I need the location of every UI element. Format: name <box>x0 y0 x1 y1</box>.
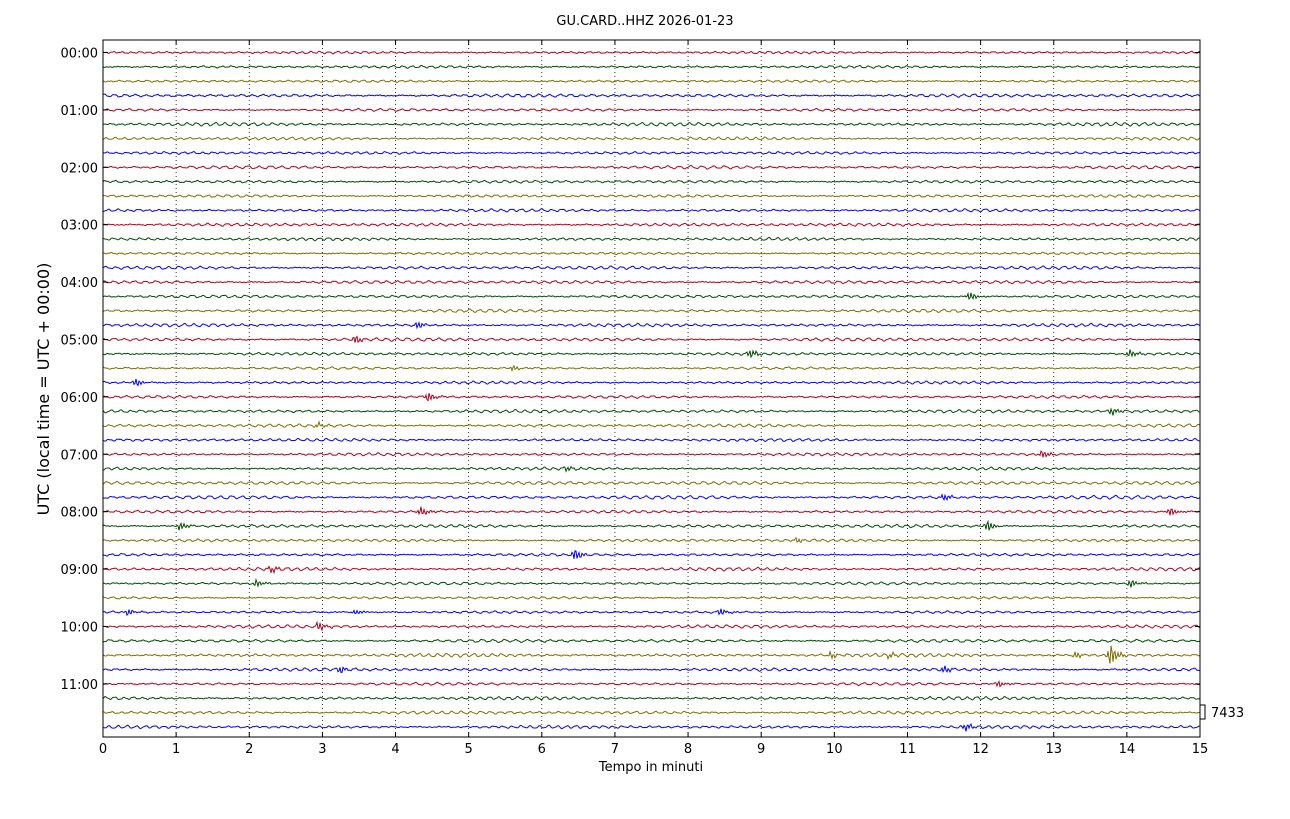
plot-frame <box>102 39 1201 738</box>
grid-lines <box>175 40 1128 737</box>
trace-line-28 <box>102 450 1201 458</box>
trace-line-9 <box>102 179 1201 184</box>
trace-line-18 <box>102 308 1201 314</box>
trace-line-24 <box>102 393 1201 402</box>
y-tick-label-9: 09:00 <box>61 563 98 578</box>
x-tick-label-12: 12 <box>972 742 989 757</box>
y-tick-label-1: 01:00 <box>61 104 98 119</box>
trace-line-15 <box>102 265 1201 271</box>
trace-line-31 <box>102 493 1201 502</box>
y-tick-label-8: 08:00 <box>61 506 98 521</box>
trace-line-47 <box>102 722 1201 732</box>
x-axis: 0 1 2 3 4 5 6 7 8 9 10 11 12 13 14 15 <box>99 40 1208 757</box>
y-tick-label-5: 05:00 <box>61 334 98 349</box>
trace-line-3 <box>102 93 1201 98</box>
trace-line-4 <box>102 107 1201 112</box>
y-axis: 00:00 01:00 02:00 03:00 04:00 05:00 06:00 07:00… <box>61 47 1200 693</box>
x-tick-label-0: 0 <box>99 742 107 757</box>
y-tick-label-7: 07:00 <box>61 448 98 463</box>
scale-bracket <box>1200 704 1206 720</box>
y-axis-label: UTC (local time = UTC + 00:00) <box>34 263 53 516</box>
scale-label: 7433 <box>1211 706 1244 721</box>
y-tick-label-2: 02:00 <box>61 161 98 176</box>
trace-line-40 <box>102 620 1201 632</box>
trace-group <box>102 50 1201 732</box>
x-tick-label-5: 5 <box>465 742 473 757</box>
trace-line-30 <box>102 480 1201 486</box>
trace-line-8 <box>102 164 1201 170</box>
y-tick-label-6: 06:00 <box>61 391 98 406</box>
trace-line-2 <box>102 79 1201 84</box>
trace-line-46 <box>102 710 1201 715</box>
y-tick-label-4: 04:00 <box>61 276 98 291</box>
trace-line-13 <box>102 236 1201 242</box>
y-tick-label-0: 00:00 <box>61 47 98 62</box>
trace-line-39 <box>102 608 1201 617</box>
y-tick-label-10: 10:00 <box>61 621 98 636</box>
x-tick-label-8: 8 <box>684 742 692 757</box>
trace-line-42 <box>102 645 1201 664</box>
trace-line-21 <box>102 349 1201 359</box>
trace-line-0 <box>102 50 1201 55</box>
trace-line-6 <box>102 136 1201 141</box>
x-tick-label-1: 1 <box>172 742 180 757</box>
x-tick-label-4: 4 <box>391 742 399 757</box>
trace-line-44 <box>102 680 1201 688</box>
x-axis-label: Tempo in minuti <box>598 760 703 775</box>
trace-line-26 <box>102 420 1201 429</box>
trace-line-32 <box>102 506 1201 516</box>
x-tick-label-7: 7 <box>611 742 619 757</box>
trace-line-35 <box>102 550 1201 559</box>
x-tick-label-3: 3 <box>318 742 326 757</box>
trace-line-22 <box>102 364 1201 373</box>
trace-line-43 <box>102 665 1201 674</box>
trace-line-36 <box>102 565 1201 575</box>
x-tick-label-13: 13 <box>1045 742 1062 757</box>
trace-line-7 <box>102 150 1201 156</box>
trace-line-16 <box>102 279 1201 285</box>
trace-line-27 <box>102 437 1201 443</box>
x-tick-label-11: 11 <box>899 742 916 757</box>
trace-line-12 <box>102 222 1201 227</box>
trace-line-5 <box>102 121 1201 127</box>
trace-line-17 <box>102 291 1201 300</box>
trace-line-14 <box>102 251 1201 256</box>
y-tick-label-11: 11:00 <box>61 678 98 693</box>
trace-line-34 <box>102 536 1201 544</box>
trace-line-20 <box>102 335 1201 343</box>
trace-line-29 <box>102 465 1201 473</box>
trace-line-25 <box>102 407 1201 416</box>
x-tick-label-14: 14 <box>1119 742 1136 757</box>
x-tick-label-6: 6 <box>538 742 546 757</box>
y-tick-label-3: 03:00 <box>61 219 98 234</box>
scale-indicator: 7433 <box>1200 704 1244 721</box>
trace-line-11 <box>102 208 1201 213</box>
x-tick-label-10: 10 <box>826 742 843 757</box>
trace-line-33 <box>102 519 1201 531</box>
trace-line-41 <box>102 638 1201 644</box>
trace-line-1 <box>102 64 1201 69</box>
trace-line-37 <box>102 577 1201 588</box>
trace-line-10 <box>102 194 1201 198</box>
x-tick-label-9: 9 <box>757 742 765 757</box>
trace-line-19 <box>102 320 1201 330</box>
x-tick-label-2: 2 <box>245 742 253 757</box>
chart-title: GU.CARD..HHZ 2026-01-23 <box>556 14 733 29</box>
trace-line-38 <box>102 595 1201 600</box>
trace-line-45 <box>102 695 1201 701</box>
x-tick-label-15: 15 <box>1192 742 1209 757</box>
trace-line-23 <box>102 378 1201 387</box>
